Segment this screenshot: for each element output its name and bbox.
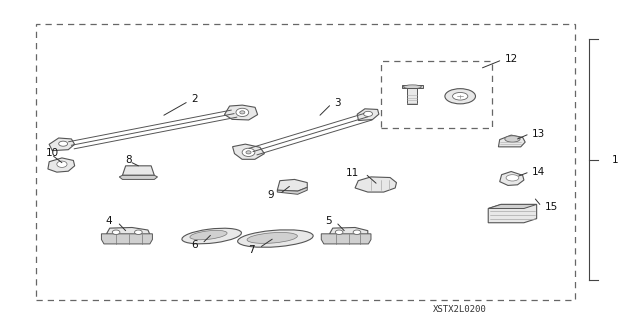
Polygon shape (232, 144, 264, 159)
Ellipse shape (236, 108, 249, 116)
Ellipse shape (246, 151, 251, 154)
Text: 15: 15 (545, 202, 558, 212)
Bar (402, 85, 422, 88)
Ellipse shape (335, 230, 343, 234)
Text: 12: 12 (505, 54, 518, 64)
Polygon shape (225, 105, 258, 120)
Polygon shape (355, 177, 396, 192)
Polygon shape (277, 187, 307, 194)
Ellipse shape (353, 230, 361, 234)
Ellipse shape (59, 141, 68, 146)
Ellipse shape (506, 175, 519, 181)
Text: 1: 1 (612, 154, 618, 165)
Polygon shape (277, 179, 307, 191)
Ellipse shape (364, 111, 372, 116)
Text: 13: 13 (532, 129, 545, 138)
Ellipse shape (505, 136, 520, 142)
Text: 7: 7 (248, 245, 254, 255)
Ellipse shape (240, 111, 245, 114)
Ellipse shape (237, 230, 313, 247)
Text: 8: 8 (125, 155, 132, 165)
Polygon shape (49, 138, 75, 151)
Text: 4: 4 (105, 217, 111, 226)
Polygon shape (499, 135, 525, 147)
Ellipse shape (247, 233, 298, 243)
Ellipse shape (134, 230, 142, 234)
Ellipse shape (57, 161, 67, 167)
Bar (407, 88, 417, 104)
Text: 3: 3 (334, 98, 340, 108)
Polygon shape (119, 175, 157, 179)
Polygon shape (48, 158, 75, 172)
Ellipse shape (182, 228, 241, 244)
Text: 14: 14 (532, 167, 545, 176)
Text: 10: 10 (46, 148, 59, 158)
Text: 9: 9 (268, 190, 274, 200)
Polygon shape (106, 227, 150, 239)
Text: 5: 5 (325, 217, 332, 226)
Polygon shape (330, 227, 368, 239)
Polygon shape (488, 204, 537, 223)
Text: 11: 11 (346, 168, 360, 178)
Ellipse shape (112, 230, 120, 234)
Polygon shape (357, 109, 379, 121)
Text: 2: 2 (191, 94, 198, 104)
Ellipse shape (452, 93, 468, 100)
Polygon shape (122, 166, 154, 175)
Polygon shape (101, 234, 152, 244)
Ellipse shape (445, 89, 476, 104)
Polygon shape (321, 234, 371, 244)
Text: XSTX2L0200: XSTX2L0200 (433, 306, 487, 315)
Ellipse shape (190, 230, 227, 240)
Ellipse shape (242, 148, 255, 156)
Polygon shape (488, 204, 537, 209)
Polygon shape (500, 172, 524, 185)
Ellipse shape (403, 85, 421, 89)
Text: 6: 6 (191, 240, 198, 250)
